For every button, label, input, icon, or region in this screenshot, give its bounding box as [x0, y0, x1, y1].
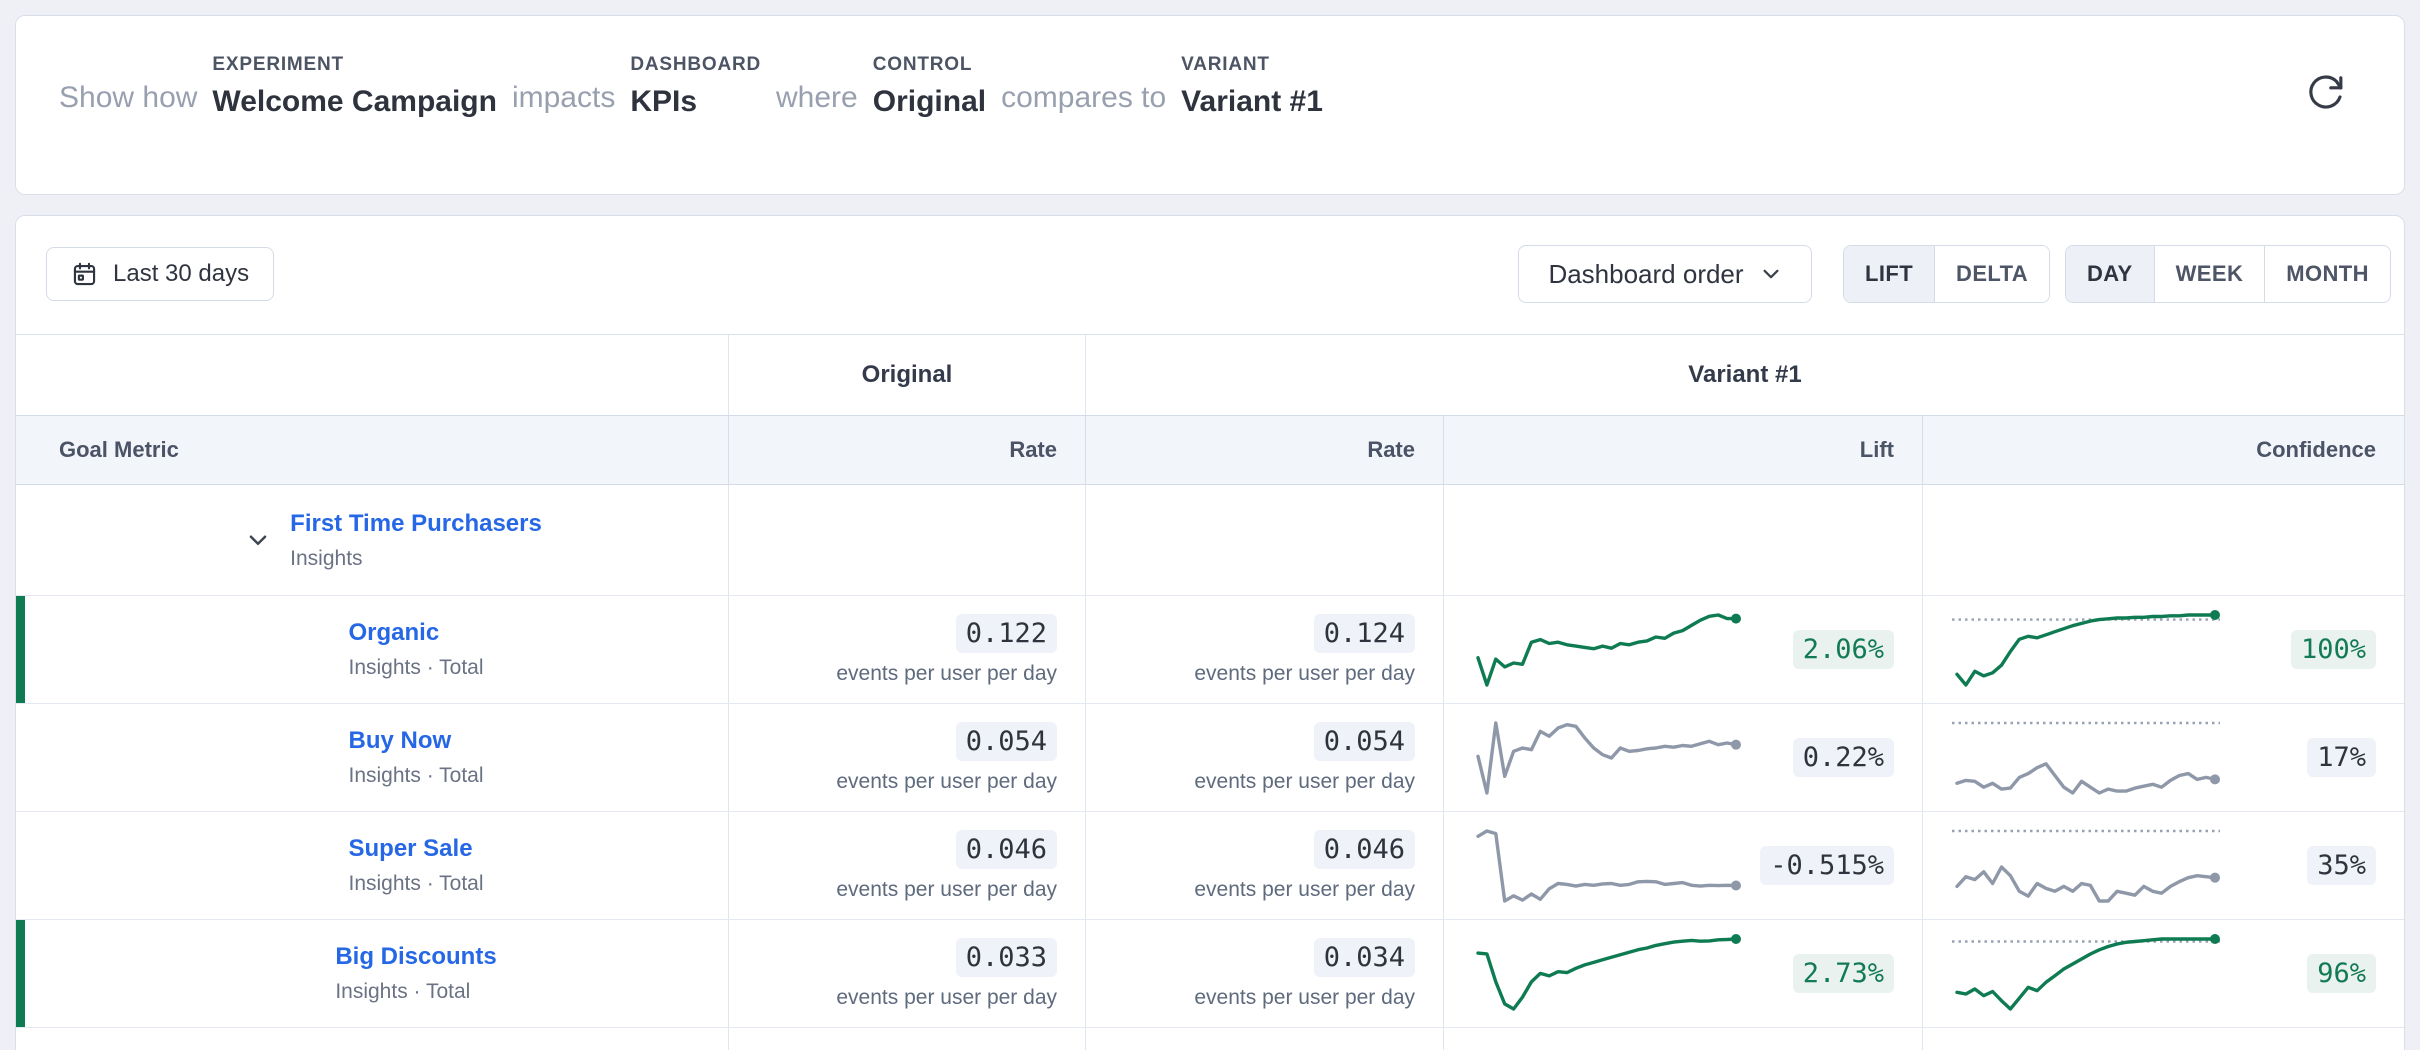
metric-source: Insights · Total — [348, 656, 484, 679]
experiment-selector[interactable]: EXPERIMENT Welcome Campaign — [212, 54, 497, 119]
confidence-value: 100% — [2290, 630, 2376, 669]
lift-sparkline — [1476, 612, 1741, 687]
control-label: CONTROL — [872, 54, 973, 75]
metric-name-link[interactable]: Buy Now — [348, 727, 452, 754]
chevron-down-icon — [1760, 263, 1782, 285]
experiment-label: EXPERIMENT — [212, 54, 344, 75]
chevron-down-icon[interactable] — [245, 527, 271, 553]
group-header-row: Original Variant #1 — [16, 335, 2404, 415]
results-table: Original Variant #1 Goal Metric Rate Rat… — [16, 334, 2404, 1050]
metric-name-link[interactable]: Super Sale — [348, 835, 473, 862]
phrase-where: where — [776, 81, 858, 114]
metric-source: Insights · Total — [348, 764, 484, 787]
control-rate-value: 0.046 — [955, 829, 1057, 869]
lift-sparkline — [1476, 720, 1741, 795]
metric-source: Insights · Total — [335, 980, 471, 1003]
refresh-icon — [2305, 72, 2345, 112]
confidence-sparkline — [1952, 721, 2220, 795]
rate-unit: events per user per day — [836, 661, 1057, 685]
experiment-value[interactable]: Welcome Campaign — [212, 85, 497, 118]
metric-name-link[interactable]: Big Discounts — [335, 943, 497, 970]
dashboard-value[interactable]: KPIs — [630, 85, 698, 118]
group-header-spacer — [16, 335, 729, 415]
lift-value: 2.73% — [1792, 954, 1894, 993]
table-row: Organic Insights · Total 0.122 events pe… — [16, 596, 2404, 704]
column-lift: Lift — [1444, 416, 1923, 484]
refresh-button[interactable] — [2304, 71, 2346, 113]
lift-value: 2.06% — [1792, 630, 1894, 669]
lift-sparkline — [1476, 933, 1741, 1011]
phrase-prefix: Show how — [59, 81, 198, 114]
phrase-compares-to: compares to — [1001, 81, 1167, 114]
column-variant-rate: Rate — [1086, 416, 1444, 484]
phrase-impacts: impacts — [511, 81, 616, 114]
control-rate-value: 0.054 — [955, 721, 1057, 761]
dashboard-order-label: Dashboard order — [1548, 258, 1744, 289]
rate-unit: events per user per day — [1194, 769, 1415, 793]
confidence-value: 35% — [2307, 846, 2376, 885]
control-group-header: Original — [729, 335, 1086, 415]
variant-value[interactable]: Variant #1 — [1181, 85, 1323, 118]
rate-unit: events per user per day — [836, 985, 1057, 1009]
variant-group-header: Variant #1 — [1688, 361, 1802, 388]
confidence-sparkline — [1952, 609, 2220, 687]
column-confidence: Confidence — [2256, 437, 2376, 462]
lift-delta-toggle: LIFT DELTA — [1843, 245, 2051, 303]
confidence-value: 96% — [2307, 954, 2376, 993]
lift-value: -0.515% — [1760, 846, 1894, 885]
dashboard-selector[interactable]: DASHBOARD KPIs — [630, 54, 761, 119]
table-row-partial — [16, 1028, 2404, 1050]
table-row: Buy Now Insights · Total 0.054 events pe… — [16, 704, 2404, 812]
lift-value: 0.22% — [1792, 738, 1894, 777]
toggle-option-month[interactable]: MONTH — [2264, 246, 2390, 302]
metric-name-link[interactable]: First Time Purchasers — [290, 509, 542, 537]
query-phrase: Show how EXPERIMENT Welcome Campaign imp… — [59, 54, 1323, 119]
variant-label: VARIANT — [1181, 54, 1270, 75]
rate-unit: events per user per day — [1194, 877, 1415, 901]
confidence-sparkline — [1952, 829, 2220, 903]
date-range-label: Last 30 days — [113, 260, 250, 287]
toggle-option-delta[interactable]: DELTA — [1934, 246, 2050, 302]
lift-sparkline — [1476, 828, 1741, 903]
metric-source: Insights · Total — [348, 872, 484, 895]
control-rate-value: 0.122 — [955, 613, 1057, 653]
toggle-option-week[interactable]: WEEK — [2153, 246, 2265, 302]
variant-rate-value: 0.046 — [1313, 829, 1415, 869]
column-goal-metric: Goal Metric — [16, 416, 729, 484]
dashboard-order-dropdown[interactable]: Dashboard order — [1518, 245, 1812, 303]
table-row: Super Sale Insights · Total 0.046 events… — [16, 812, 2404, 920]
toggle-option-day[interactable]: DAY — [2066, 246, 2154, 302]
rate-unit: events per user per day — [836, 877, 1057, 901]
dashboard-label: DASHBOARD — [630, 54, 762, 75]
metric-name-link[interactable]: Organic — [348, 619, 440, 646]
control-selector[interactable]: CONTROL Original — [873, 54, 986, 119]
column-header-row: Goal Metric Rate Rate Lift Confidence — [16, 415, 2404, 485]
calendar-icon — [71, 261, 98, 288]
table-row: First Time Purchasers Insights events pe… — [16, 485, 2404, 596]
variant-rate-value: 0.124 — [1313, 613, 1415, 653]
table-row: Big Discounts Insights · Total 0.033 eve… — [16, 920, 2404, 1028]
rate-unit: events per user per day — [836, 769, 1057, 793]
report-card: Last 30 days Dashboard order LIFT DELTA … — [15, 215, 2405, 1050]
variant-rate-value: 0.054 — [1313, 721, 1415, 761]
rate-unit: events per user per day — [1194, 985, 1415, 1009]
variant-rate-value: 0.034 — [1313, 937, 1415, 977]
confidence-value: 17% — [2307, 738, 2376, 777]
rate-unit: events per user per day — [1194, 661, 1415, 685]
metric-source: Insights — [290, 546, 363, 570]
variant-selector[interactable]: VARIANT Variant #1 — [1181, 54, 1323, 119]
date-range-button[interactable]: Last 30 days — [46, 247, 275, 301]
query-builder-card: Show how EXPERIMENT Welcome Campaign imp… — [15, 15, 2405, 195]
table-body: First Time Purchasers Insights events pe… — [16, 485, 2404, 1050]
control-rate-value: 0.033 — [955, 937, 1057, 977]
confidence-sparkline — [1952, 933, 2220, 1011]
granularity-toggle: DAY WEEK MONTH — [2065, 245, 2391, 303]
toggle-option-lift[interactable]: LIFT — [1844, 246, 1935, 302]
control-value[interactable]: Original — [872, 85, 987, 118]
column-control-rate: Rate — [729, 416, 1086, 484]
